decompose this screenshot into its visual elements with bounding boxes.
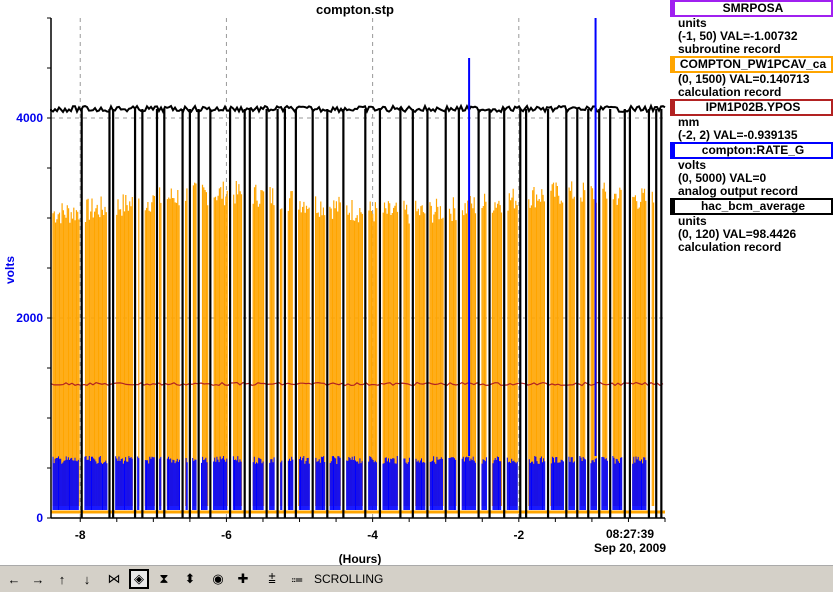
series-compton-rate-g (52, 456, 647, 510)
arrow-right-icon: → (31, 571, 45, 587)
chart-title: compton.stp (316, 2, 394, 17)
legend-entry-smrposa[interactable]: SMRPOSA units (-1, 50) VAL=-1.00732 subr… (668, 0, 833, 56)
zoom-out-horizontal-icon: ◈ (134, 571, 144, 586)
legend-entry-hac-bcm-average[interactable]: hac_bcm_average units (0, 120) VAL=98.44… (668, 198, 833, 254)
y-tick-label: 4000 (16, 111, 43, 125)
legend-entry-compton-rate-g[interactable]: compton:RATE_G volts (0, 5000) VAL=0 ana… (668, 142, 833, 198)
legend-unit: volts (678, 158, 707, 172)
zoom-in-horizontal-button[interactable]: ⋈ (104, 569, 124, 589)
zoom-in-vertical-button[interactable]: ⧗ (154, 569, 174, 589)
legend-record-type: analog output record (678, 184, 798, 198)
y-tick-label: 2000 (16, 311, 43, 325)
center-button[interactable]: ◉ (208, 569, 228, 589)
legend-box[interactable]: IPM1P02B.YPOS (670, 99, 833, 116)
timestamp-time: 08:27:39 (606, 527, 654, 541)
series-ipm1p02b-ypos (50, 381, 664, 387)
legend-box[interactable]: hac_bcm_average (670, 198, 833, 215)
legend-range: (0, 5000) VAL=0 (678, 171, 767, 185)
scroll-right-button[interactable]: → (28, 569, 48, 589)
legend-unit: units (678, 214, 707, 228)
legend-record-type: calculation record (678, 240, 782, 254)
legend-record-type: subroutine record (678, 42, 781, 56)
x-tick-label: -2 (513, 528, 524, 542)
legend-range: (0, 120) VAL=98.4426 (678, 227, 797, 241)
legend-unit: mm (678, 115, 700, 129)
legend-entry-ipm1p02b[interactable]: IPM1P02B.YPOS mm (-2, 2) VAL=-0.939135 (668, 99, 833, 142)
legend-range: (-1, 50) VAL=-1.00732 (678, 29, 798, 43)
legend-box[interactable]: SMRPOSA (670, 0, 833, 17)
series-compton-pw1pcav (52, 181, 655, 506)
x-tick-label: -6 (221, 528, 232, 542)
target-icon: ◉ (212, 571, 224, 586)
zoom-out-vertical-icon: ⬍ (184, 571, 196, 586)
legend-entry-compton-pw1pcav[interactable]: COMPTON_PW1PCAV_ca (0, 1500) VAL=0.14071… (668, 56, 833, 99)
legend-range: (0, 1500) VAL=0.140713 (678, 72, 810, 86)
arrow-up-icon: ↑ (58, 571, 66, 587)
y-tick-label: 0 (36, 511, 43, 525)
zoom-in-horizontal-icon: ⋈ (107, 571, 121, 586)
zoom-out-vertical-button[interactable]: ⬍ (180, 569, 200, 589)
autoscale-icon: ⩲ (268, 571, 276, 586)
legend-box[interactable]: COMPTON_PW1PCAV_ca (670, 56, 833, 73)
autoscale-button[interactable]: ⩲ (262, 569, 282, 589)
legend-range: (-2, 2) VAL=-0.939135 (678, 128, 798, 142)
legend-panel: SMRPOSA units (-1, 50) VAL=-1.00732 subr… (668, 0, 833, 254)
arrow-down-icon: ↓ (83, 571, 91, 587)
legend-box[interactable]: compton:RATE_G (670, 142, 833, 159)
crosshair-icon: ✚ (237, 571, 249, 586)
scroll-up-button[interactable]: ↑ (52, 569, 72, 589)
zoom-in-vertical-icon: ⧗ (159, 571, 169, 586)
y-axis-label: volts (3, 256, 17, 284)
status-text: SCROLLING (314, 572, 384, 586)
legend-record-type: calculation record (678, 85, 782, 99)
x-tick-label: -4 (367, 528, 378, 542)
series-hac-bcm-average (50, 103, 666, 115)
scroll-left-button[interactable]: ← (4, 569, 24, 589)
x-axis-label: (Hours) (339, 552, 382, 565)
legend-unit: units (678, 16, 707, 30)
scrolling-mode-button[interactable]: ⩴ (287, 569, 307, 589)
timestamp-date: Sep 20, 2009 (594, 541, 666, 555)
stripchart-plot[interactable]: 0 2000 4000 -8 -6 -4 -2 volts (Hours) 08:27:39Sep… (0, 0, 833, 565)
arrow-left-icon: ← (7, 571, 21, 587)
scroll-down-button[interactable]: ↓ (77, 569, 97, 589)
toolbar: ← → ↑ ↓ ⋈ ◈ ⧗ ⬍ ◉ ✚ ⩲ ⩴ SCROLLING (0, 565, 833, 592)
scrolling-icon: ⩴ (291, 571, 303, 586)
x-tick-label: -8 (75, 528, 86, 542)
cross-hair-button[interactable]: ✚ (233, 569, 253, 589)
zoom-out-horizontal-button[interactable]: ◈ (129, 569, 149, 589)
